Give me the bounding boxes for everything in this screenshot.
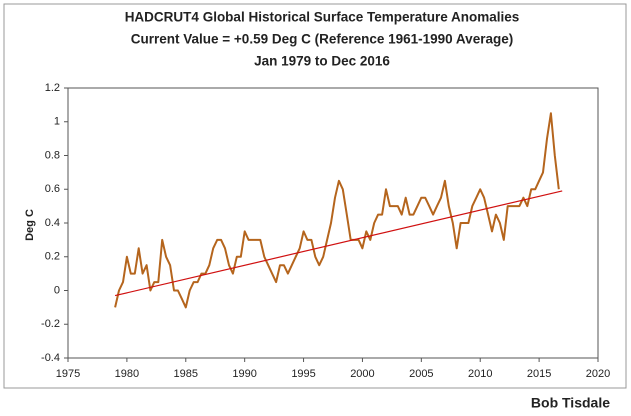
y-tick-label: 0 [54, 284, 60, 296]
x-tick-label: 2005 [409, 368, 433, 380]
y-tick-label: -0.4 [41, 352, 60, 364]
chart-border [3, 3, 627, 389]
data-line [114, 112, 560, 309]
y-tick-label: 0.2 [45, 251, 60, 263]
y-tick-label: 0.4 [45, 217, 60, 229]
x-tick-label: 1985 [174, 368, 198, 380]
y-tick-label: 1.2 [45, 82, 60, 94]
credit: Bob Tisdale [531, 395, 610, 411]
y-axis-label: Deg C [24, 209, 36, 241]
y-tick-label: 1 [54, 116, 60, 128]
x-tick-label: 1995 [291, 368, 315, 380]
x-tick-label: 2000 [350, 368, 374, 380]
x-tick-label: 2020 [586, 368, 610, 380]
trend-line [114, 190, 563, 297]
y-tick-label: 0.8 [45, 149, 60, 161]
x-tick-label: 1990 [232, 368, 256, 380]
y-tick-label: -0.2 [41, 318, 60, 330]
chart-title: HADCRUT4 Global Historical Surface Tempe… [125, 10, 520, 25]
y-tick-label: 0.6 [45, 183, 60, 195]
x-tick-label: 2015 [527, 368, 551, 380]
x-tick-label: 1975 [56, 368, 80, 380]
chart-period: Jan 1979 to Dec 2016 [254, 54, 390, 69]
x-tick-label: 2010 [468, 368, 492, 380]
chart-subtitle: Current Value = +0.59 Deg C (Reference 1… [131, 32, 513, 47]
x-tick-label: 1980 [115, 368, 139, 380]
